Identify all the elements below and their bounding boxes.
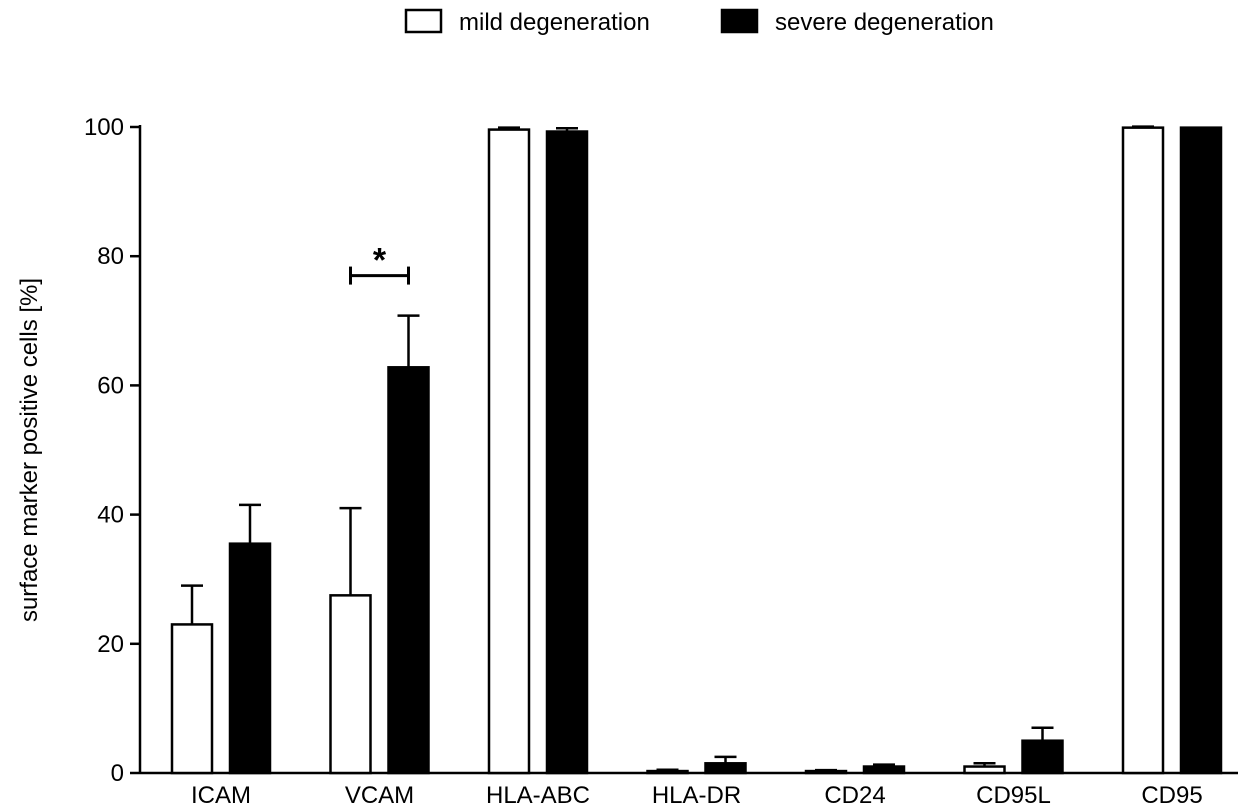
bar-mild — [1121, 126, 1165, 775]
x-tick-label: CD95 — [1141, 782, 1202, 807]
y-axis-title: surface marker positive cells [%] — [16, 278, 43, 622]
legend-label-mild: mild degeneration — [459, 9, 650, 36]
bar-severe — [387, 366, 430, 775]
x-tick-label: HLA-DR — [652, 782, 741, 807]
x-tick-label: HLA-ABC — [486, 782, 590, 807]
bar-severe — [862, 765, 906, 775]
legend: mild degeneration severe degeneration — [404, 8, 994, 36]
y-tick-label: 0 — [111, 760, 124, 787]
bar-severe — [1179, 126, 1223, 775]
y-tick-label: 40 — [97, 502, 124, 529]
bar-mild — [963, 765, 1006, 775]
legend-label-severe: severe degeneration — [775, 9, 994, 36]
bar-mild — [487, 128, 531, 775]
chart-marks: 0 20 40 60 80 100 ICAM VCAM HLA-ABC HLA-DR CD24 CD9… — [84, 114, 1238, 807]
y-tick-label: 20 — [97, 631, 124, 658]
significance-star: * — [373, 242, 387, 280]
x-tick-label: CD95L — [976, 782, 1051, 807]
bar-severe — [1021, 739, 1064, 775]
bar-mild — [804, 769, 848, 775]
bar-mild — [170, 623, 214, 775]
y-tick-label: 80 — [97, 243, 124, 270]
bar-severe — [228, 542, 272, 775]
bar-mild — [646, 769, 689, 775]
x-tick-label: CD24 — [824, 782, 885, 807]
bar-severe — [545, 130, 589, 775]
legend-swatch-mild — [404, 8, 443, 34]
y-tick-label: 60 — [97, 372, 124, 399]
x-tick-label: ICAM — [191, 782, 251, 807]
bar-mild — [329, 594, 372, 775]
x-tick-label: VCAM — [345, 782, 414, 807]
y-tick-label: 100 — [84, 114, 124, 141]
legend-swatch-severe — [720, 8, 759, 34]
bar-severe — [704, 762, 747, 775]
